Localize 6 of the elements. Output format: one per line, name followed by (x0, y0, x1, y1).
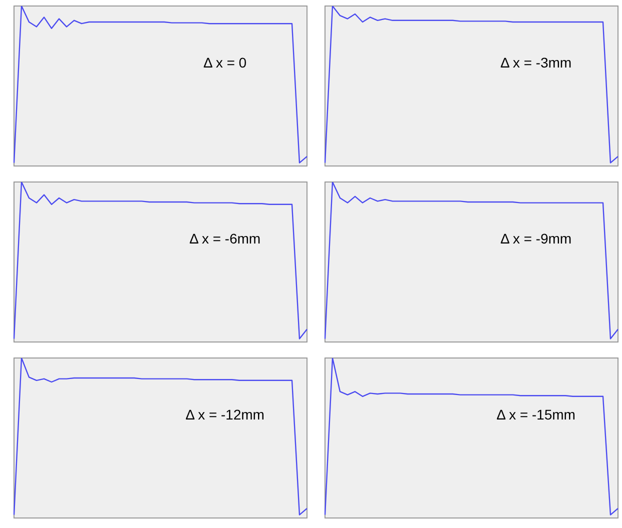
annotation: Δ x = -12mm (185, 406, 264, 422)
annotation: Δ x = -3mm (500, 54, 572, 70)
annotation: Δ x = 0 (203, 54, 247, 70)
annotation: Δ x = -6mm (189, 230, 261, 246)
annotation: Δ x = -15mm (496, 406, 576, 422)
annotation: Δ x = -9mm (500, 230, 572, 246)
